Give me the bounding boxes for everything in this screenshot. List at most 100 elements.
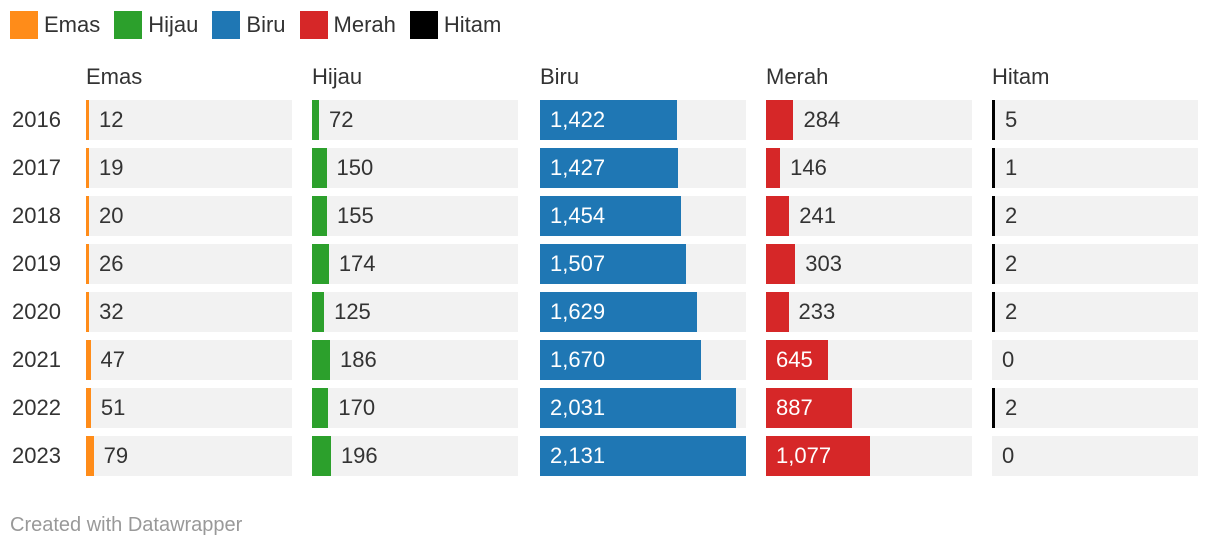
bar-emas-2022 xyxy=(86,388,91,428)
value-label: 186 xyxy=(339,347,377,372)
bar-hijau-2017 xyxy=(312,148,327,188)
bar-biru-2018 xyxy=(540,196,681,236)
year-label: 2017 xyxy=(12,155,61,180)
cell-hijau-2016: 72 xyxy=(312,100,518,140)
value-label: 303 xyxy=(805,251,842,276)
value-label: 12 xyxy=(99,107,124,132)
value-label: 170 xyxy=(338,395,376,420)
value-label: 0 xyxy=(1002,347,1015,372)
cell-merah-2020: 233 xyxy=(766,292,972,332)
cell-emas-2022: 51 xyxy=(86,388,292,428)
bar-merah-2019 xyxy=(766,244,796,284)
value-label: 19 xyxy=(99,155,124,180)
cell-hitam-2016: 5 xyxy=(992,100,1198,140)
cell-merah-2017: 146 xyxy=(766,148,972,188)
column-header-merah: Merah xyxy=(766,64,829,89)
cell-emas-2020: 32 xyxy=(86,292,292,332)
value-label: 1,507 xyxy=(550,251,606,276)
cell-emas-2017: 19 xyxy=(86,148,292,188)
bar-emas-2018 xyxy=(86,196,89,236)
cell-hitam-2022: 2 xyxy=(992,388,1198,428)
cell-emas-2021: 47 xyxy=(86,340,292,380)
cell-hijau-2021: 186 xyxy=(312,340,518,380)
bar-biru-2016 xyxy=(540,100,678,140)
value-label: 1,427 xyxy=(550,155,606,180)
value-label: 284 xyxy=(803,107,841,132)
value-label: 241 xyxy=(799,203,837,228)
bar-hitam-2018 xyxy=(992,196,995,236)
bar-biru-2022 xyxy=(540,388,737,428)
cell-merah-2016: 284 xyxy=(766,100,972,140)
cell-hitam-2019: 2 xyxy=(992,244,1198,284)
cell-biru-2021: 1,670 xyxy=(540,340,746,380)
legend-label: Hijau xyxy=(148,12,199,37)
bar-hitam-2016 xyxy=(992,100,995,140)
value-label: 125 xyxy=(334,299,371,324)
cell-emas-2023: 79 xyxy=(86,436,292,476)
bar-merah-2018 xyxy=(766,196,790,236)
bar-emas-2019 xyxy=(86,244,89,284)
legend-item-emas: Emas xyxy=(10,11,100,39)
year-label: 2016 xyxy=(12,107,61,132)
column-header-hijau: Hijau xyxy=(312,64,363,89)
cell-hitam-2018: 2 xyxy=(992,196,1198,236)
value-label: 2 xyxy=(1005,251,1018,276)
year-label: 2022 xyxy=(12,395,61,420)
bar-merah-2020 xyxy=(766,292,789,332)
value-label: 1,454 xyxy=(550,203,606,228)
legend-label: Merah xyxy=(333,12,396,37)
bar-hijau-2019 xyxy=(312,244,329,284)
cell-biru-2019: 1,507 xyxy=(540,244,746,284)
bar-hijau-2022 xyxy=(312,388,329,428)
cell-hijau-2019: 174 xyxy=(312,244,518,284)
year-label: 2018 xyxy=(12,203,61,228)
value-label: 1,629 xyxy=(550,299,606,324)
cell-merah-2018: 241 xyxy=(766,196,972,236)
column-header-hitam: Hitam xyxy=(992,64,1050,89)
year-label: 2020 xyxy=(12,299,61,324)
value-label: 233 xyxy=(798,299,836,324)
value-label: 196 xyxy=(340,443,378,468)
value-label: 2,031 xyxy=(550,395,606,420)
value-label: 2 xyxy=(1005,395,1018,420)
cell-hijau-2017: 150 xyxy=(312,148,518,188)
bar-emas-2023 xyxy=(86,436,94,476)
legend-label: Hitam xyxy=(443,12,502,37)
bar-biru-2023 xyxy=(540,436,746,476)
value-label: 51 xyxy=(100,395,126,420)
value-label: 887 xyxy=(776,395,813,420)
cell-hitam-2023: 0 xyxy=(992,436,1198,476)
legend-swatch xyxy=(212,11,241,39)
cell-biru-2017: 1,427 xyxy=(540,148,746,188)
legend-item-hitam: Hitam xyxy=(409,11,502,39)
legend-swatch xyxy=(409,11,438,39)
value-label: 150 xyxy=(336,155,374,180)
value-label: 2 xyxy=(1005,299,1018,324)
value-label: 174 xyxy=(338,251,376,276)
cell-merah-2021: 645 xyxy=(766,340,972,380)
value-label: 146 xyxy=(790,155,827,180)
bar-emas-2016 xyxy=(86,100,89,140)
year-label: 2019 xyxy=(12,251,61,276)
cell-hijau-2020: 125 xyxy=(312,292,518,332)
cell-biru-2023: 2,131 xyxy=(540,436,746,476)
cell-merah-2019: 303 xyxy=(766,244,972,284)
value-label: 1,670 xyxy=(550,347,606,372)
legend-item-merah: Merah xyxy=(299,11,396,39)
legend-swatch xyxy=(114,11,143,39)
cell-hijau-2018: 155 xyxy=(312,196,518,236)
bar-merah-2017 xyxy=(766,148,781,188)
value-label: 155 xyxy=(336,203,374,228)
cell-merah-2023: 1,077 xyxy=(766,436,972,476)
legend-item-biru: Biru xyxy=(212,11,286,39)
cell-hitam-2021: 0 xyxy=(992,340,1198,380)
bar-hijau-2021 xyxy=(312,340,330,380)
bar-biru-2017 xyxy=(540,148,678,188)
cell-emas-2016: 12 xyxy=(86,100,292,140)
value-label: 0 xyxy=(1002,443,1015,468)
cell-biru-2020: 1,629 xyxy=(540,292,746,332)
legend-label: Emas xyxy=(44,12,101,37)
cell-hitam-2017: 1 xyxy=(992,148,1198,188)
cell-hitam-2020: 2 xyxy=(992,292,1198,332)
value-label: 2,131 xyxy=(550,443,606,468)
